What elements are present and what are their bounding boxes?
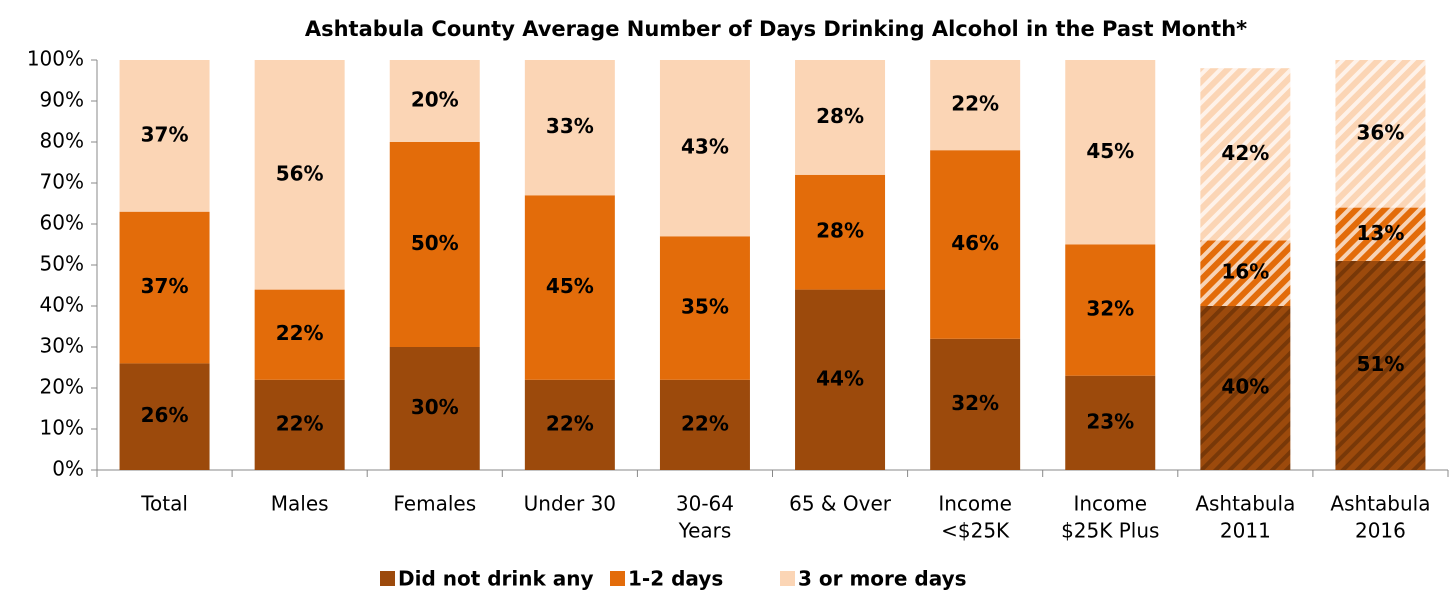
y-tick-label: 50% xyxy=(40,252,84,276)
bar-segment xyxy=(795,60,886,175)
bar-segment xyxy=(119,211,210,364)
bar-segment xyxy=(659,236,750,380)
x-tick-label: Ashtabula xyxy=(1330,492,1430,516)
y-tick-label: 100% xyxy=(27,47,84,71)
x-tick-label: 30-64 xyxy=(676,492,734,516)
data-label: 56% xyxy=(276,161,324,185)
bar-segment xyxy=(1200,306,1291,470)
data-label: 45% xyxy=(1086,139,1134,163)
data-label: 30% xyxy=(411,395,459,419)
bar-segment xyxy=(1200,68,1291,241)
x-tick-label: Males xyxy=(271,492,329,516)
data-label: 43% xyxy=(681,135,729,159)
y-tick-label: 70% xyxy=(40,170,84,194)
y-tick-label: 40% xyxy=(40,293,84,317)
data-label: 37% xyxy=(141,122,189,146)
y-tick-label: 0% xyxy=(52,457,84,481)
y-tick-label: 80% xyxy=(40,129,84,153)
data-label: 40% xyxy=(1221,375,1269,399)
data-label: 50% xyxy=(411,231,459,255)
y-tick-label: 10% xyxy=(40,416,84,440)
bar-segment xyxy=(795,174,886,290)
bar-segment xyxy=(795,289,886,470)
bar-segment xyxy=(389,142,480,347)
data-label: 22% xyxy=(546,411,594,435)
bar-segment xyxy=(1065,244,1156,376)
bar-segment xyxy=(659,60,750,237)
legend-swatch xyxy=(610,571,625,586)
chart-title: Ashtabula County Average Number of Days … xyxy=(305,17,1247,41)
bar-segment xyxy=(1065,60,1156,245)
bar-segment xyxy=(254,379,345,470)
data-label: 45% xyxy=(546,274,594,298)
data-label: 36% xyxy=(1357,120,1405,144)
x-tick-label: Total xyxy=(140,492,188,516)
data-label: 22% xyxy=(276,411,324,435)
y-tick-label: 20% xyxy=(40,375,84,399)
bar-segment xyxy=(1335,260,1426,470)
data-label: 22% xyxy=(681,411,729,435)
data-label: 32% xyxy=(1086,297,1134,321)
bar-segment xyxy=(1200,240,1291,306)
data-label: 42% xyxy=(1221,141,1269,165)
x-tick-label: Under 30 xyxy=(524,492,616,516)
x-tick-label: 65 & Over xyxy=(789,492,892,516)
bar-segment xyxy=(659,379,750,470)
bar-segment xyxy=(1335,207,1426,261)
bar-segment xyxy=(524,60,615,196)
data-label: 16% xyxy=(1221,260,1269,284)
bar-segment xyxy=(389,347,480,470)
data-label: 28% xyxy=(816,219,864,243)
y-tick-label: 30% xyxy=(40,334,84,358)
data-label: 35% xyxy=(681,295,729,319)
legend-label: 1-2 days xyxy=(628,567,723,591)
bar-segment xyxy=(1065,375,1156,470)
legend-label: 3 or more days xyxy=(798,567,967,591)
bar-segment xyxy=(1335,60,1426,208)
bar-segment xyxy=(119,363,210,470)
bar-segment xyxy=(254,289,345,380)
x-tick-label: <$25K xyxy=(941,519,1010,543)
bar-segment xyxy=(254,60,345,290)
x-tick-label: Income xyxy=(938,492,1012,516)
data-label: 22% xyxy=(951,92,999,116)
x-tick-label: 2011 xyxy=(1220,519,1271,543)
data-label: 44% xyxy=(816,366,864,390)
data-label: 46% xyxy=(951,231,999,255)
x-tick-label: 2016 xyxy=(1355,519,1406,543)
bar-segment xyxy=(389,60,480,142)
data-label: 22% xyxy=(276,321,324,345)
x-tick-label: Income xyxy=(1073,492,1147,516)
data-label: 13% xyxy=(1357,221,1405,245)
data-label: 37% xyxy=(141,274,189,298)
x-tick-label: Ashtabula xyxy=(1195,492,1295,516)
bar-segment xyxy=(119,60,210,212)
legend-label: Did not drink any xyxy=(398,567,594,591)
bar-segment xyxy=(524,195,615,380)
data-label: 28% xyxy=(816,104,864,128)
bar-segment xyxy=(930,60,1021,151)
y-tick-label: 60% xyxy=(40,211,84,235)
x-tick-label: Females xyxy=(393,492,476,516)
bar-segment xyxy=(930,338,1021,470)
legend-swatch xyxy=(780,571,795,586)
data-label: 23% xyxy=(1086,409,1134,433)
data-label: 51% xyxy=(1357,352,1405,376)
legend-swatch xyxy=(380,571,395,586)
x-tick-label: Years xyxy=(678,519,732,543)
bar-segment xyxy=(524,379,615,470)
y-tick-label: 90% xyxy=(40,88,84,112)
x-tick-label: $25K Plus xyxy=(1061,519,1159,543)
data-label: 32% xyxy=(951,391,999,415)
bar-segment xyxy=(930,150,1021,339)
data-label: 26% xyxy=(141,403,189,427)
data-label: 33% xyxy=(546,114,594,138)
data-label: 20% xyxy=(411,88,459,112)
